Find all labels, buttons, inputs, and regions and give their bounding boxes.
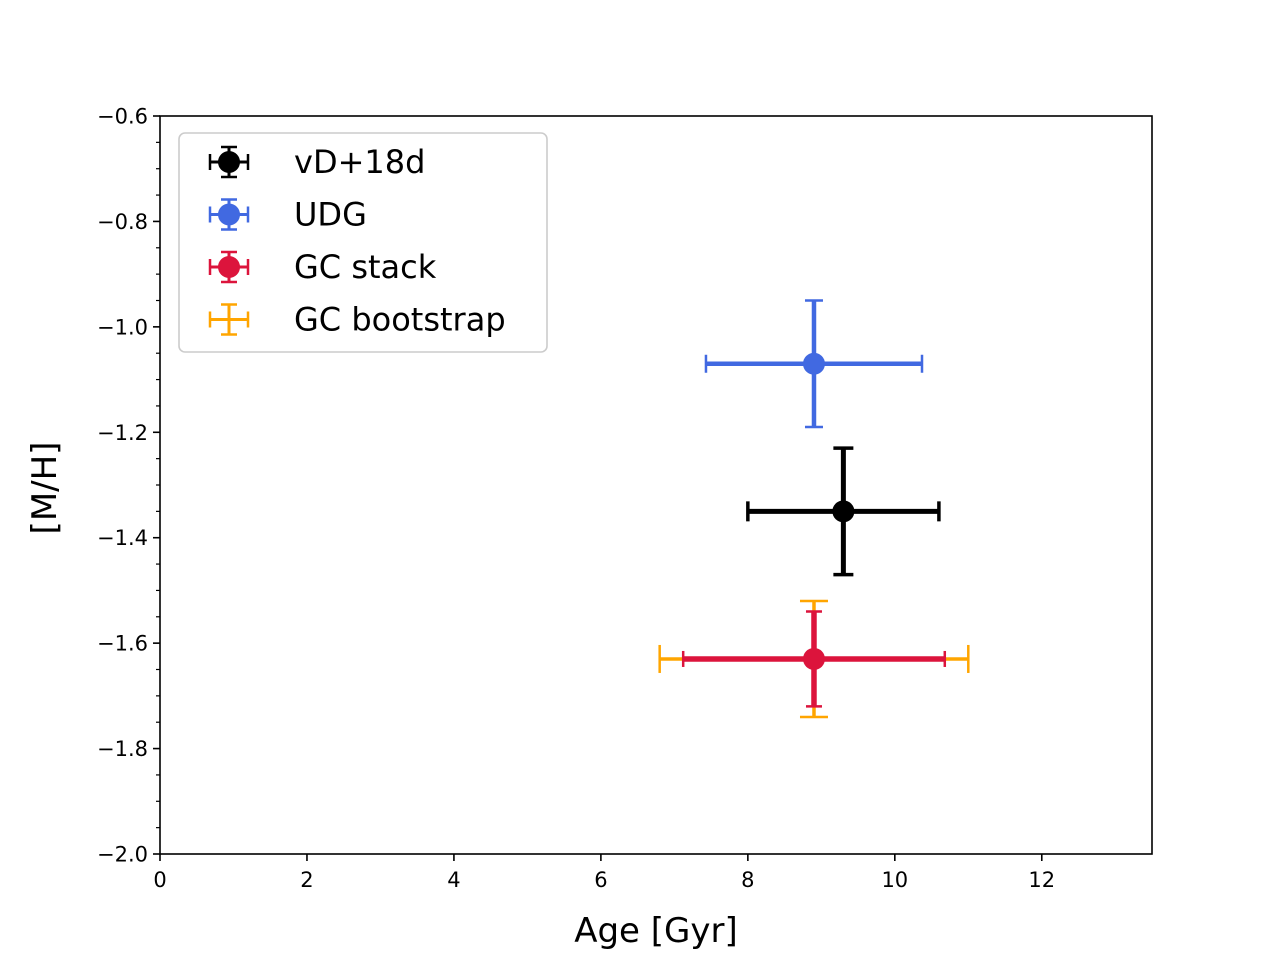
y-tick-label: −0.8 bbox=[97, 210, 148, 234]
y-axis-ticks: −0.6 −0.8 −1.0 −1.2 −1.4 −1.6 −1.8 −2.0 bbox=[97, 105, 160, 867]
data-point bbox=[802, 647, 825, 670]
legend-entry: UDG bbox=[208, 196, 367, 234]
y-tick-label: −0.6 bbox=[97, 105, 148, 129]
x-tick-label: 10 bbox=[881, 868, 908, 892]
legend-entry: vD+18d bbox=[208, 143, 425, 181]
x-axis-label: Age [Gyr] bbox=[574, 911, 738, 951]
y-tick-label: −1.8 bbox=[97, 737, 148, 761]
x-tick-label: 6 bbox=[594, 868, 607, 892]
y-tick-label: −1.6 bbox=[97, 632, 148, 656]
series-gc-stack bbox=[681, 610, 947, 708]
legend-marker bbox=[218, 151, 240, 173]
legend-label: vD+18d bbox=[294, 143, 425, 181]
data-point bbox=[832, 500, 855, 523]
error-bars-layer bbox=[658, 299, 970, 719]
legend-label: GC bootstrap bbox=[294, 301, 506, 339]
legend-label: UDG bbox=[294, 196, 367, 234]
legend: vD+18d UDG GC stack GC bootstrap bbox=[178, 132, 548, 353]
y-tick-label: −2.0 bbox=[97, 843, 148, 867]
legend-entry: GC bootstrap bbox=[208, 301, 506, 339]
x-tick-label: 2 bbox=[300, 868, 313, 892]
legend-entry: GC stack bbox=[208, 248, 437, 286]
series-vd-18d bbox=[746, 446, 941, 577]
series-udg bbox=[704, 299, 924, 429]
y-tick-label: −1.0 bbox=[97, 315, 148, 339]
data-point bbox=[802, 352, 825, 375]
legend-marker bbox=[218, 256, 240, 278]
legend-marker bbox=[218, 203, 240, 226]
legend-entries: vD+18d UDG GC stack GC bootstrap bbox=[208, 143, 506, 339]
x-tick-label: 8 bbox=[741, 868, 754, 892]
x-tick-label: 4 bbox=[447, 868, 460, 892]
x-tick-label: 12 bbox=[1028, 868, 1055, 892]
x-axis-ticks: 0 2 4 6 8 10 12 bbox=[153, 854, 1055, 892]
x-tick-label: 0 bbox=[153, 868, 166, 892]
y-tick-label: −1.2 bbox=[97, 421, 148, 445]
legend-label: GC stack bbox=[294, 248, 437, 286]
legend-box bbox=[178, 132, 548, 353]
y-axis-label: [M/H] bbox=[25, 442, 65, 535]
y-tick-label: −1.4 bbox=[97, 526, 148, 550]
